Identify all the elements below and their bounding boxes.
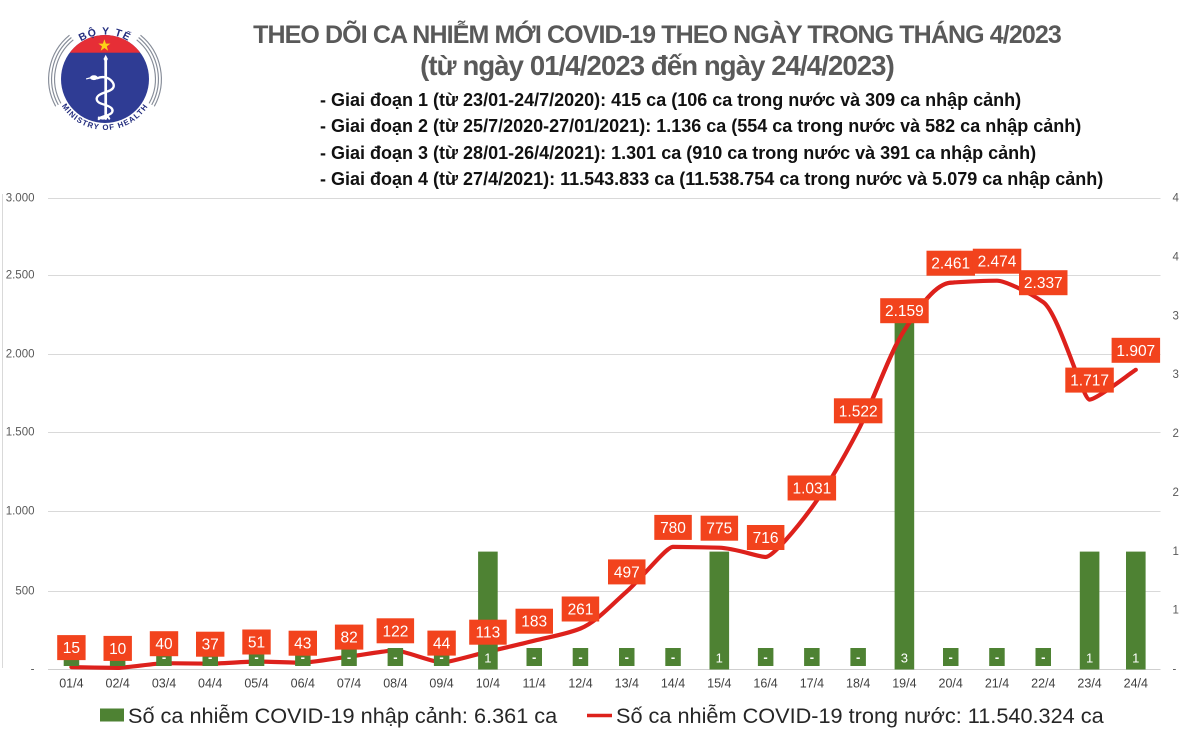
svg-text:-: -	[439, 650, 443, 665]
svg-text:21/4: 21/4	[985, 677, 1009, 691]
svg-text:15/4: 15/4	[707, 677, 731, 691]
svg-text:-: -	[301, 650, 305, 665]
svg-text:1: 1	[1132, 651, 1139, 666]
svg-text:07/4: 07/4	[337, 677, 361, 691]
svg-text:183: 183	[521, 614, 547, 631]
svg-text:82: 82	[340, 630, 357, 647]
svg-text:1: 1	[1173, 546, 1179, 558]
svg-text:1.000: 1.000	[6, 506, 35, 518]
svg-text:01/4: 01/4	[59, 677, 83, 691]
svg-text:Số ca nhiễm COVID-19 nhập cảnh: Số ca nhiễm COVID-19 nhập cảnh: 6.361 ca	[128, 703, 558, 728]
svg-text:09/4: 09/4	[429, 677, 453, 691]
svg-text:2.159: 2.159	[885, 303, 924, 320]
svg-text:-: -	[949, 650, 953, 665]
svg-text:18/4: 18/4	[846, 677, 870, 691]
svg-text:02/4: 02/4	[106, 677, 130, 691]
svg-text:2: 2	[1173, 487, 1179, 499]
svg-text:1: 1	[484, 651, 491, 666]
svg-text:20/4: 20/4	[939, 677, 963, 691]
svg-text:19/4: 19/4	[892, 677, 916, 691]
svg-text:3: 3	[1173, 369, 1179, 381]
svg-text:1: 1	[716, 651, 723, 666]
svg-text:16/4: 16/4	[753, 677, 777, 691]
svg-text:1.500: 1.500	[6, 427, 35, 439]
svg-text:04/4: 04/4	[198, 677, 222, 691]
svg-text:4: 4	[1173, 193, 1180, 205]
svg-text:-: -	[1173, 664, 1177, 676]
svg-text:BỘ Y TẾ: BỘ Y TẾ	[77, 25, 134, 44]
svg-text:775: 775	[706, 521, 732, 538]
svg-text:4: 4	[1173, 251, 1180, 263]
svg-text:15: 15	[63, 640, 80, 657]
svg-text:2.337: 2.337	[1024, 275, 1063, 292]
svg-text:13/4: 13/4	[615, 677, 639, 691]
svg-text:24/4: 24/4	[1124, 677, 1148, 691]
svg-text:14/4: 14/4	[661, 677, 685, 691]
svg-text:22/4: 22/4	[1031, 677, 1055, 691]
svg-text:-: -	[162, 650, 166, 665]
svg-text:3.000: 3.000	[6, 193, 35, 205]
svg-text:716: 716	[753, 530, 779, 547]
svg-text:-: -	[810, 650, 814, 665]
svg-text:113: 113	[476, 625, 501, 642]
svg-text:3: 3	[901, 651, 908, 666]
svg-text:23/4: 23/4	[1077, 677, 1101, 691]
svg-text:-: -	[532, 650, 536, 665]
svg-text:43: 43	[294, 636, 311, 653]
svg-text:1.717: 1.717	[1070, 373, 1109, 390]
svg-text:-: -	[1041, 650, 1045, 665]
svg-text:08/4: 08/4	[383, 677, 407, 691]
svg-text:500: 500	[15, 586, 34, 598]
svg-text:1.031: 1.031	[793, 481, 832, 498]
svg-text:2.461: 2.461	[931, 256, 970, 273]
svg-text:1.522: 1.522	[839, 403, 878, 420]
svg-text:2.500: 2.500	[6, 270, 35, 282]
svg-text:Số ca nhiễm COVID-19 trong nướ: Số ca nhiễm COVID-19 trong nước: 11.540.…	[616, 703, 1105, 728]
svg-text:10: 10	[109, 641, 127, 658]
svg-text:40: 40	[155, 636, 173, 653]
svg-text:3: 3	[1173, 310, 1179, 322]
svg-text:-: -	[208, 650, 212, 665]
svg-text:-: -	[995, 650, 999, 665]
svg-text:-: -	[671, 650, 675, 665]
svg-text:51: 51	[248, 635, 265, 652]
svg-text:1: 1	[1086, 651, 1093, 666]
svg-text:-: -	[578, 650, 582, 665]
svg-text:780: 780	[660, 520, 686, 537]
svg-text:-: -	[856, 650, 860, 665]
svg-text:-: -	[347, 650, 351, 665]
svg-text:-: -	[393, 650, 397, 665]
svg-text:-: -	[763, 650, 767, 665]
svg-text:12/4: 12/4	[568, 677, 592, 691]
svg-text:17/4: 17/4	[800, 677, 824, 691]
svg-text:05/4: 05/4	[244, 677, 268, 691]
svg-text:-: -	[31, 664, 35, 676]
svg-text:37: 37	[202, 637, 219, 654]
svg-text:44: 44	[433, 636, 451, 653]
svg-text:1.907: 1.907	[1116, 343, 1155, 360]
svg-text:497: 497	[614, 564, 640, 581]
svg-text:2: 2	[1173, 428, 1179, 440]
svg-text:2.474: 2.474	[978, 254, 1017, 271]
svg-text:-: -	[254, 650, 258, 665]
svg-text:261: 261	[568, 602, 594, 619]
svg-text:2.000: 2.000	[6, 349, 35, 361]
svg-text:03/4: 03/4	[152, 677, 176, 691]
svg-text:10/4: 10/4	[476, 677, 500, 691]
svg-text:06/4: 06/4	[291, 677, 315, 691]
svg-text:11/4: 11/4	[522, 677, 545, 691]
svg-text:122: 122	[382, 623, 408, 640]
svg-text:1: 1	[1173, 605, 1179, 617]
svg-text:-: -	[625, 650, 629, 665]
